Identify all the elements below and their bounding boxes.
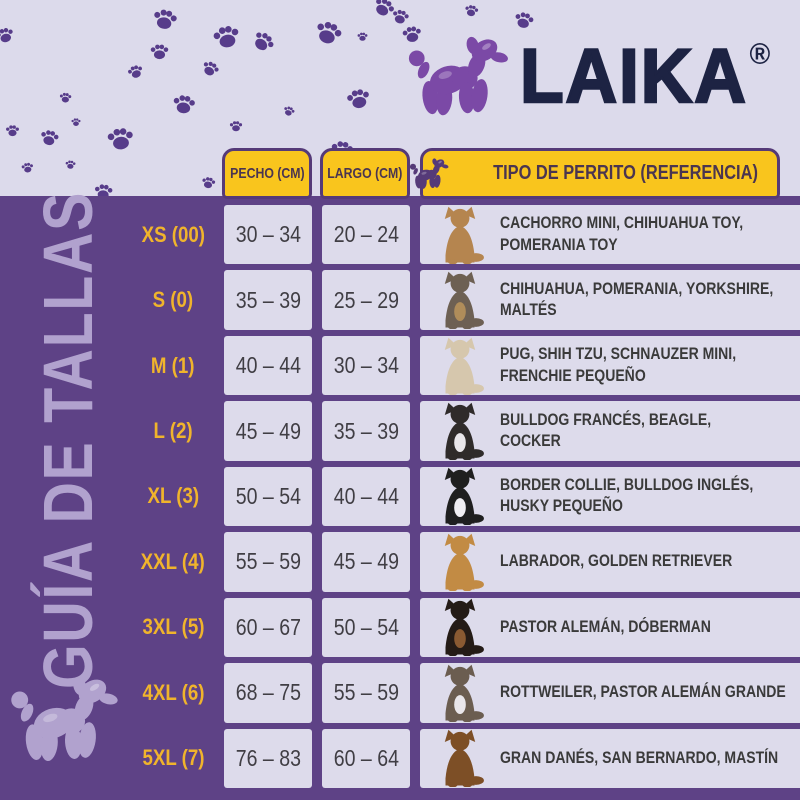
breed-names: CACHORRO MINI, CHIHUAHUA TOY, POMERANIA T… bbox=[500, 214, 744, 254]
length-cell: 35 – 39 bbox=[322, 401, 410, 461]
size-label: 4XL (6) bbox=[141, 679, 204, 705]
paw-print-icon bbox=[280, 102, 298, 120]
chest-cell: 40 – 44 bbox=[224, 335, 312, 396]
column-header-dog-type: TIPO DE PERRITO (REFERENCIA) bbox=[409, 148, 780, 199]
chest-cell: 76 – 83 bbox=[224, 728, 312, 788]
chest-cell: 55 – 59 bbox=[224, 532, 312, 592]
paw-print-icon bbox=[198, 172, 218, 192]
paw-print-icon bbox=[57, 89, 73, 105]
paw-print-icon bbox=[168, 88, 200, 120]
brand-name: LAIKA® bbox=[519, 34, 771, 119]
breed-cell: PASTOR ALEMÁN, DÓBERMAN bbox=[420, 597, 800, 658]
paw-print-icon bbox=[228, 118, 244, 134]
paw-print-icon bbox=[307, 11, 349, 53]
breed-names: LABRADOR, GOLDEN RETRIEVER bbox=[500, 552, 733, 571]
length-cell: 50 – 54 bbox=[322, 597, 410, 658]
breed-cell: GRAN DANÉS, SAN BERNARDO, MASTÍN bbox=[420, 728, 800, 788]
size-label: XS (00) bbox=[141, 221, 205, 247]
dog-photo bbox=[420, 402, 500, 461]
breed-names: CHIHUAHUA, POMERANIA, YORKSHIRE, MALTÉS bbox=[500, 279, 774, 320]
dog-photo bbox=[420, 729, 500, 788]
breed-cell: CACHORRO MINI, CHIHUAHUA TOY, POMERANIA T… bbox=[420, 205, 800, 265]
paw-print-icon bbox=[19, 159, 36, 176]
size-label: 3XL (5) bbox=[141, 614, 204, 640]
table-row: S (0) 35 – 39 25 – 29 CHIHUAHUA, POMERAN… bbox=[132, 270, 800, 330]
size-label: XL (3) bbox=[147, 483, 199, 509]
dog-photo bbox=[420, 206, 500, 264]
page-title: GUÍA DE TALLAS bbox=[29, 190, 107, 690]
dog-photo bbox=[420, 337, 500, 395]
breed-cell: CHIHUAHUA, POMERANIA, YORKSHIRE, MALTÉS bbox=[420, 270, 800, 330]
paw-print-icon bbox=[70, 116, 82, 128]
dog-photo bbox=[420, 664, 500, 722]
length-cell: 45 – 49 bbox=[322, 532, 410, 592]
breed-cell: LABRADOR, GOLDEN RETRIEVER bbox=[420, 532, 800, 592]
length-cell: 55 – 59 bbox=[322, 663, 410, 723]
breed-cell: BULLDOG FRANCÉS, BEAGLE, COCKER bbox=[420, 401, 800, 461]
paw-print-icon bbox=[356, 30, 369, 43]
size-table-body: XS (00) 30 – 34 20 – 24 CACHORRO MINI, C… bbox=[132, 205, 800, 788]
breed-cell: BORDER COLLIE, BULLDOG INGLÉS, HUSKY PEQU… bbox=[420, 466, 800, 527]
length-cell: 20 – 24 bbox=[322, 205, 410, 265]
brand-logo: LAIKA® bbox=[404, 30, 786, 124]
table-row: 5XL (7) 76 – 83 60 – 64 GRAN DANÉS, SAN … bbox=[132, 728, 800, 788]
paw-print-icon bbox=[196, 54, 224, 82]
registered-mark: ® bbox=[749, 38, 771, 71]
length-cell: 60 – 64 bbox=[322, 728, 410, 788]
breed-names: PASTOR ALEMÁN, DÓBERMAN bbox=[500, 617, 711, 636]
table-row: M (1) 40 – 44 30 – 34 PUG, SHIH TZU, SCH… bbox=[132, 335, 800, 396]
table-row: L (2) 45 – 49 35 – 39 BULLDOG FRANCÉS, B… bbox=[132, 401, 800, 461]
table-row: XS (00) 30 – 34 20 – 24 CACHORRO MINI, C… bbox=[132, 205, 800, 265]
paw-print-icon bbox=[341, 81, 375, 115]
length-cell: 40 – 44 bbox=[322, 466, 410, 527]
breed-names: BULLDOG FRANCÉS, BEAGLE, COCKER bbox=[500, 410, 712, 451]
table-row: XL (3) 50 – 54 40 – 44 BORDER COLLIE, BU… bbox=[132, 466, 800, 527]
paw-print-icon bbox=[207, 17, 246, 56]
chest-cell: 45 – 49 bbox=[224, 401, 312, 461]
length-cell: 25 – 29 bbox=[322, 270, 410, 330]
breed-names: GRAN DANÉS, SAN BERNARDO, MASTÍN bbox=[500, 748, 779, 767]
balloon-dog-icon bbox=[408, 34, 509, 117]
paw-print-icon bbox=[64, 158, 78, 172]
size-label: M (1) bbox=[151, 352, 195, 378]
size-label: 5XL (7) bbox=[141, 745, 204, 771]
paw-print-icon bbox=[461, 0, 481, 20]
breed-names: ROTTWEILER, PASTOR ALEMÁN GRANDE bbox=[500, 683, 786, 702]
column-header-length: LARGO (CM) bbox=[320, 148, 410, 199]
column-header-chest: PECHO (CM) bbox=[222, 148, 312, 199]
breed-cell: PUG, SHIH TZU, SCHNAUZER MINI, FRENCHIE P… bbox=[420, 335, 800, 396]
paw-print-icon bbox=[4, 122, 21, 139]
length-cell: 30 – 34 bbox=[322, 335, 410, 396]
size-label: L (2) bbox=[153, 418, 193, 444]
chest-cell: 30 – 34 bbox=[224, 205, 312, 265]
table-row: XXL (4) 55 – 59 45 – 49 LABRADOR, GOLDEN… bbox=[132, 532, 800, 592]
paw-print-icon bbox=[124, 60, 148, 84]
breed-names: PUG, SHIH TZU, SCHNAUZER MINI, FRENCHIE P… bbox=[500, 345, 737, 385]
table-row: 3XL (5) 60 – 67 50 – 54 PASTOR ALEMÁN, D… bbox=[132, 597, 800, 658]
paw-print-icon bbox=[147, 1, 183, 37]
chest-cell: 35 – 39 bbox=[224, 270, 312, 330]
dog-photo bbox=[420, 271, 500, 330]
size-label: XXL (4) bbox=[140, 548, 206, 574]
dog-photo bbox=[420, 598, 500, 657]
breed-cell: ROTTWEILER, PASTOR ALEMÁN GRANDE bbox=[420, 663, 800, 723]
balloon-dog-icon bbox=[409, 157, 449, 189]
paw-print-icon bbox=[36, 124, 63, 151]
size-label: S (0) bbox=[152, 287, 194, 313]
paw-print-icon bbox=[245, 23, 283, 61]
breed-names: BORDER COLLIE, BULLDOG INGLÉS, HUSKY PEQU… bbox=[500, 476, 754, 516]
dog-photo bbox=[420, 467, 500, 526]
chest-cell: 50 – 54 bbox=[224, 466, 312, 527]
dog-photo bbox=[420, 533, 500, 591]
paw-print-icon bbox=[0, 22, 18, 49]
table-row: 4XL (6) 68 – 75 55 – 59 ROTTWEILER, PAST… bbox=[132, 663, 800, 723]
chest-cell: 60 – 67 bbox=[224, 597, 312, 658]
chest-cell: 68 – 75 bbox=[224, 663, 312, 723]
balloon-dog-icon bbox=[11, 674, 119, 762]
paw-print-icon bbox=[102, 120, 138, 156]
paw-print-icon bbox=[148, 40, 171, 63]
